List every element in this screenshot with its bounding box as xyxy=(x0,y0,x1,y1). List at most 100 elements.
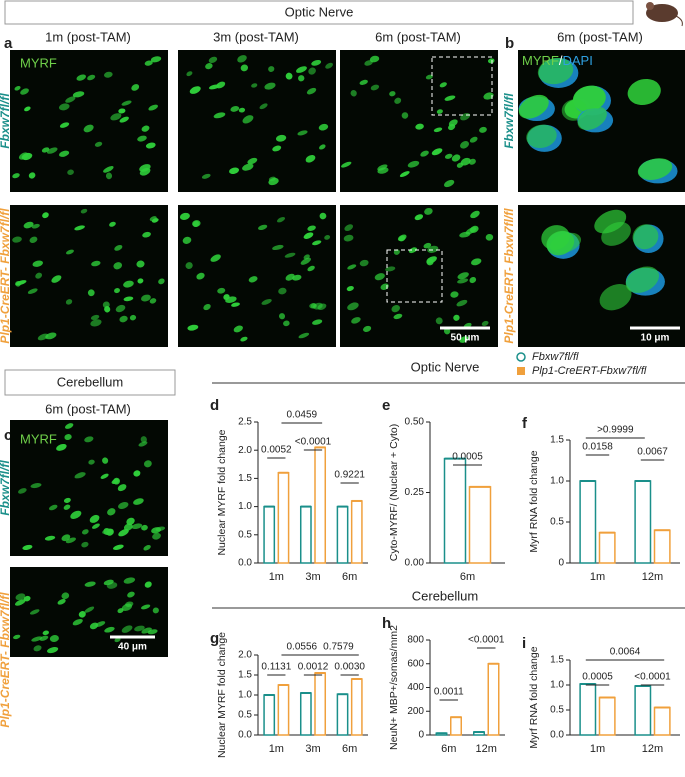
nucleus xyxy=(110,113,122,121)
nucleus xyxy=(276,216,286,223)
x-tick-label: 1m xyxy=(269,571,284,583)
nucleus xyxy=(526,124,557,149)
nucleus xyxy=(179,212,190,220)
bar xyxy=(299,692,312,736)
nucleus xyxy=(300,257,311,265)
nucleus xyxy=(203,303,211,311)
nucleus xyxy=(30,483,42,489)
nucleus xyxy=(74,225,85,231)
bar xyxy=(314,672,327,736)
nucleus xyxy=(242,115,254,124)
nucleus xyxy=(423,242,432,249)
nucleus xyxy=(297,130,308,136)
p-value: 0.7579 xyxy=(323,642,354,653)
nucleus xyxy=(448,119,458,127)
nucleus xyxy=(292,274,302,281)
nucleus xyxy=(284,252,296,258)
nucleus xyxy=(89,514,100,523)
nucleus xyxy=(469,276,477,284)
nucleus xyxy=(296,66,307,73)
nucleus xyxy=(374,273,385,281)
nucleus xyxy=(70,510,82,519)
nucleus xyxy=(114,288,120,294)
nucleus xyxy=(141,294,151,302)
y-axis-title: NeuN+ MBP+/somas/mm2 xyxy=(388,625,400,750)
nucleus xyxy=(310,303,317,309)
bar xyxy=(350,500,363,564)
nucleus xyxy=(14,599,26,606)
bar xyxy=(579,683,597,736)
nucleus xyxy=(308,67,316,75)
nucleus xyxy=(91,260,101,267)
nucleus xyxy=(350,90,357,97)
y-tick-label: 2.5 xyxy=(238,417,252,428)
nucleus xyxy=(229,167,240,175)
column-title: 3m (post-TAM) xyxy=(213,29,299,44)
nucleus xyxy=(138,441,148,447)
nucleus xyxy=(537,57,574,85)
nucleus xyxy=(90,319,102,327)
nucleus xyxy=(351,317,361,324)
nucleus xyxy=(216,81,226,89)
section-title: Cerebellum xyxy=(57,374,123,389)
bar xyxy=(468,486,492,564)
stain-label: MYRF/DAPI xyxy=(522,53,593,68)
nucleus xyxy=(42,630,49,636)
y-axis-title: Nuclear MYRF fold change xyxy=(216,429,228,555)
legend-label: Plp1-CreERT-Fbxw7fl/fl xyxy=(532,365,647,377)
nucleus xyxy=(107,508,116,516)
nucleus xyxy=(31,636,43,642)
nucleus xyxy=(370,84,380,91)
x-tick-label: 1m xyxy=(269,743,284,755)
nucleus xyxy=(49,504,58,511)
nucleus xyxy=(114,637,121,643)
nucleus xyxy=(57,599,66,605)
p-value: 0.0459 xyxy=(287,410,318,421)
nucleus xyxy=(248,276,258,283)
x-tick-label: 6m xyxy=(460,571,475,583)
nucleus xyxy=(343,234,354,242)
nucleus xyxy=(468,158,476,165)
nucleus xyxy=(84,436,94,443)
bar xyxy=(450,716,462,736)
nucleus xyxy=(298,75,305,82)
nucleus xyxy=(123,280,134,288)
nucleus xyxy=(158,278,165,285)
nucleus xyxy=(425,74,433,80)
nucleus xyxy=(87,74,96,81)
nucleus xyxy=(259,103,268,110)
p-value: 0.1131 xyxy=(261,662,291,673)
nucleus xyxy=(319,212,327,220)
nucleus xyxy=(134,625,145,632)
nucleus xyxy=(81,541,89,548)
y-tick-label: 0 xyxy=(558,558,564,569)
nucleus xyxy=(283,320,290,327)
nucleus xyxy=(45,332,57,340)
nucleus xyxy=(66,249,74,255)
legend-label: Fbxw7fl/fl xyxy=(532,351,579,363)
nucleus xyxy=(451,154,461,162)
nucleus xyxy=(205,63,213,70)
y-tick-label: 600 xyxy=(407,658,424,669)
nucleus xyxy=(459,231,471,238)
row-label: Plp1-CreERT- Fbxw7fl/fl xyxy=(502,208,516,344)
nucleus xyxy=(46,647,59,654)
nucleus xyxy=(27,288,38,294)
nucleus xyxy=(32,260,44,267)
nucleus xyxy=(433,127,443,133)
nucleus xyxy=(109,221,116,227)
nucleus xyxy=(141,125,150,132)
x-tick-label: 6m xyxy=(342,743,357,755)
nucleus xyxy=(131,84,140,91)
nucleus xyxy=(143,545,151,551)
nucleus xyxy=(230,106,240,112)
nucleus xyxy=(14,86,21,91)
y-axis-title: Cyto-MYRF/ (Nuclear + Cyto) xyxy=(388,424,400,561)
nucleus xyxy=(541,225,570,251)
p-value: <0.0001 xyxy=(468,635,505,646)
nucleus xyxy=(118,529,129,537)
nucleus xyxy=(210,254,221,262)
nucleus xyxy=(258,224,268,231)
nucleus xyxy=(111,478,120,485)
y-tick-label: 800 xyxy=(407,635,424,646)
